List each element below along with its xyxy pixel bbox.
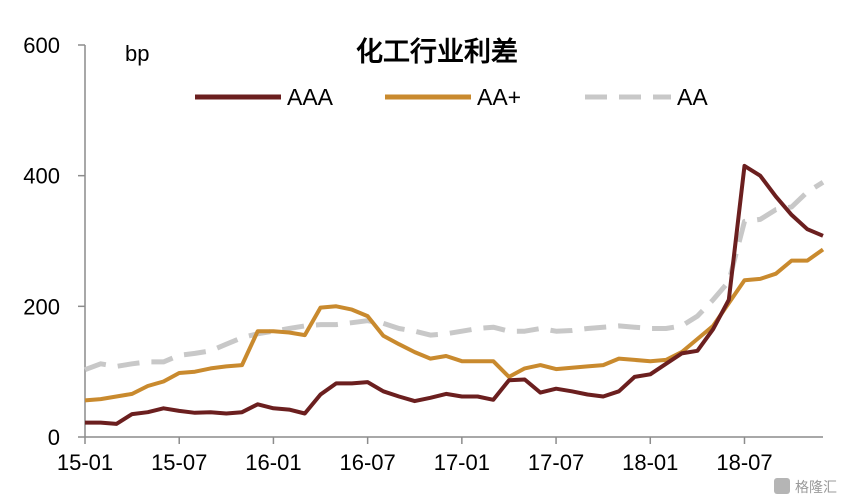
legend-label: AA+ (477, 84, 521, 110)
x-tick-label: 16-01 (245, 450, 301, 475)
chart-title: 化工行业利差 (356, 36, 518, 68)
series-line-aaa (85, 163, 824, 426)
series-line-aa-plus (84, 247, 825, 403)
legend-label: AA (677, 84, 708, 110)
unit-label: bp (125, 41, 149, 66)
y-ticks: 0 200 400 600 (23, 33, 85, 450)
legend-label: AAA (287, 84, 334, 110)
y-tick-label: 200 (23, 294, 60, 319)
watermark-text: 格隆汇 (795, 480, 837, 496)
x-ticks: 15-01 15-07 16-01 16-07 17-01 17-07 18-01 18-07 (57, 437, 773, 475)
x-tick-label: 16-07 (339, 450, 395, 475)
series-lines (84, 163, 825, 426)
x-tick-label: 17-01 (434, 450, 490, 475)
y-tick-label: 0 (48, 425, 60, 450)
axes (84, 45, 823, 438)
legend: AAA AA+ AA (195, 84, 708, 110)
watermark: 格隆汇 (774, 478, 837, 496)
watermark-logo-icon (774, 478, 790, 494)
series-line-aa (84, 180, 825, 373)
x-tick-label: 15-01 (57, 450, 113, 475)
x-tick-label: 15-07 (151, 450, 207, 475)
y-tick-label: 400 (23, 164, 60, 189)
x-tick-label: 17-07 (528, 450, 584, 475)
x-tick-label: 18-07 (716, 450, 772, 475)
x-tick-label: 18-01 (622, 450, 678, 475)
y-tick-label: 600 (23, 33, 60, 58)
